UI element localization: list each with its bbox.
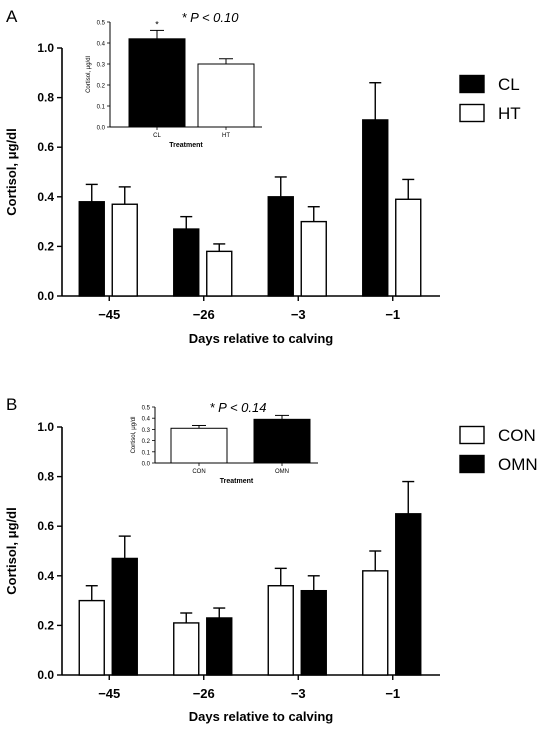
- y-tick-label: 0.8: [37, 470, 54, 484]
- x-tick-label: −45: [98, 307, 120, 322]
- x-tick-label: −45: [98, 686, 120, 701]
- inset-y-tick-label: 0.0: [142, 462, 151, 468]
- x-tick-label: −3: [291, 307, 306, 322]
- inset-x-tick-label: CL: [153, 133, 161, 139]
- inset-bar-omn: [253, 418, 311, 464]
- inset-y-tick-label: 0.5: [97, 21, 106, 27]
- inset-x-tick-label: CON: [192, 469, 205, 475]
- inset-bar-cl: [128, 38, 186, 128]
- bar-con-3: [362, 570, 389, 676]
- bar-con-0: [78, 599, 105, 676]
- inset-significance-marker: *: [155, 19, 159, 29]
- bar-con-1: [173, 622, 200, 676]
- x-tick-label: −26: [193, 686, 215, 701]
- inset-significance-note: * P < 0.14: [210, 400, 267, 415]
- inset-y-tick-label: 0.3: [142, 428, 151, 434]
- inset-y-tick-label: 0.3: [97, 63, 106, 69]
- bar-cl-3: [362, 119, 389, 297]
- bar-ht-1: [206, 250, 233, 297]
- inset-bar-ht: [197, 63, 255, 128]
- inset-chart: 0.0 0.1 0.2 0.3 0.4 0.5 Cortisol, μg/dl CON OMN T…: [131, 400, 318, 485]
- y-tick-label: 0.4: [37, 190, 54, 204]
- legend-swatch-omn: [459, 454, 485, 474]
- y-tick-label: 1.0: [37, 420, 54, 434]
- y-axis-label: Cortisol, μg/dl: [4, 507, 19, 594]
- x-axis-label: Days relative to calving: [189, 709, 334, 724]
- bar-cl-2: [267, 196, 294, 297]
- panel-B: B 0.0 0.2 0.4 0.6 0.8 1.0 Cortisol, μg/dl −45 −26…: [4, 395, 538, 724]
- inset-y-tick-label: 0.0: [97, 126, 106, 132]
- bar-ht-2: [300, 220, 327, 297]
- legend-label-ht: HT: [498, 104, 521, 123]
- bar-cl-1: [173, 228, 200, 297]
- legend-swatch-con: [459, 425, 485, 445]
- x-tick-label: −3: [291, 686, 306, 701]
- x-tick-label: −26: [193, 307, 215, 322]
- bar-cl-0: [78, 201, 105, 297]
- inset-y-tick-label: 0.1: [142, 450, 151, 456]
- inset-x-tick-label: OMN: [275, 469, 289, 475]
- y-tick-label: 0.2: [37, 239, 54, 253]
- inset-bar-con: [170, 427, 228, 464]
- legend-label-omn: OMN: [498, 455, 538, 474]
- y-tick-label: 0.0: [37, 668, 54, 682]
- inset-chart: 0.0 0.1 0.2 0.3 0.4 0.5 Cortisol, μg/dl CL * HT Tr…: [86, 10, 262, 149]
- x-tick-label: −1: [385, 686, 400, 701]
- inset-y-tick-label: 0.4: [97, 42, 106, 48]
- bar-omn-2: [300, 589, 327, 676]
- bar-ht-0: [111, 203, 138, 297]
- bar-omn-0: [111, 557, 138, 676]
- bar-con-2: [267, 585, 294, 676]
- panel-label: B: [6, 395, 17, 414]
- legend-swatch-cl: [459, 74, 485, 94]
- panel-A: A 0.0 0.2 0.4 0.6 0.8 1.0 Cortisol, μg/dl −45 −26…: [4, 7, 521, 346]
- bar-omn-3: [395, 513, 422, 676]
- x-axis-label: Days relative to calving: [189, 331, 334, 346]
- inset-y-tick-label: 0.2: [142, 439, 151, 445]
- y-tick-label: 0.8: [37, 91, 54, 105]
- y-tick-label: 1.0: [37, 41, 54, 55]
- y-tick-label: 0.6: [37, 519, 54, 533]
- inset-y-tick-label: 0.5: [142, 406, 151, 412]
- y-tick-label: 0.0: [37, 289, 54, 303]
- inset-y-axis-label: Cortisol, μg/dl: [131, 417, 137, 454]
- inset-x-tick-label: HT: [222, 133, 230, 139]
- legend-label-cl: CL: [498, 75, 520, 94]
- y-axis-label: Cortisol, μg/dl: [4, 128, 19, 215]
- inset-y-tick-label: 0.2: [97, 84, 106, 90]
- panel-label: A: [6, 7, 18, 26]
- inset-y-axis-label: Cortisol, μg/dl: [86, 56, 92, 93]
- y-tick-label: 0.4: [37, 569, 54, 583]
- inset-y-tick-label: 0.1: [97, 105, 106, 111]
- x-tick-label: −1: [385, 307, 400, 322]
- inset-x-axis-label: Treatment: [169, 142, 203, 149]
- inset-significance-note: * P < 0.10: [182, 10, 240, 25]
- inset-x-axis-label: Treatment: [220, 478, 254, 485]
- legend-label-con: CON: [498, 426, 536, 445]
- legend-swatch-ht: [459, 103, 485, 123]
- inset-y-tick-label: 0.4: [142, 417, 151, 423]
- bar-omn-1: [206, 617, 233, 676]
- bar-ht-3: [395, 198, 422, 297]
- y-tick-label: 0.6: [37, 140, 54, 154]
- y-tick-label: 0.2: [37, 618, 54, 632]
